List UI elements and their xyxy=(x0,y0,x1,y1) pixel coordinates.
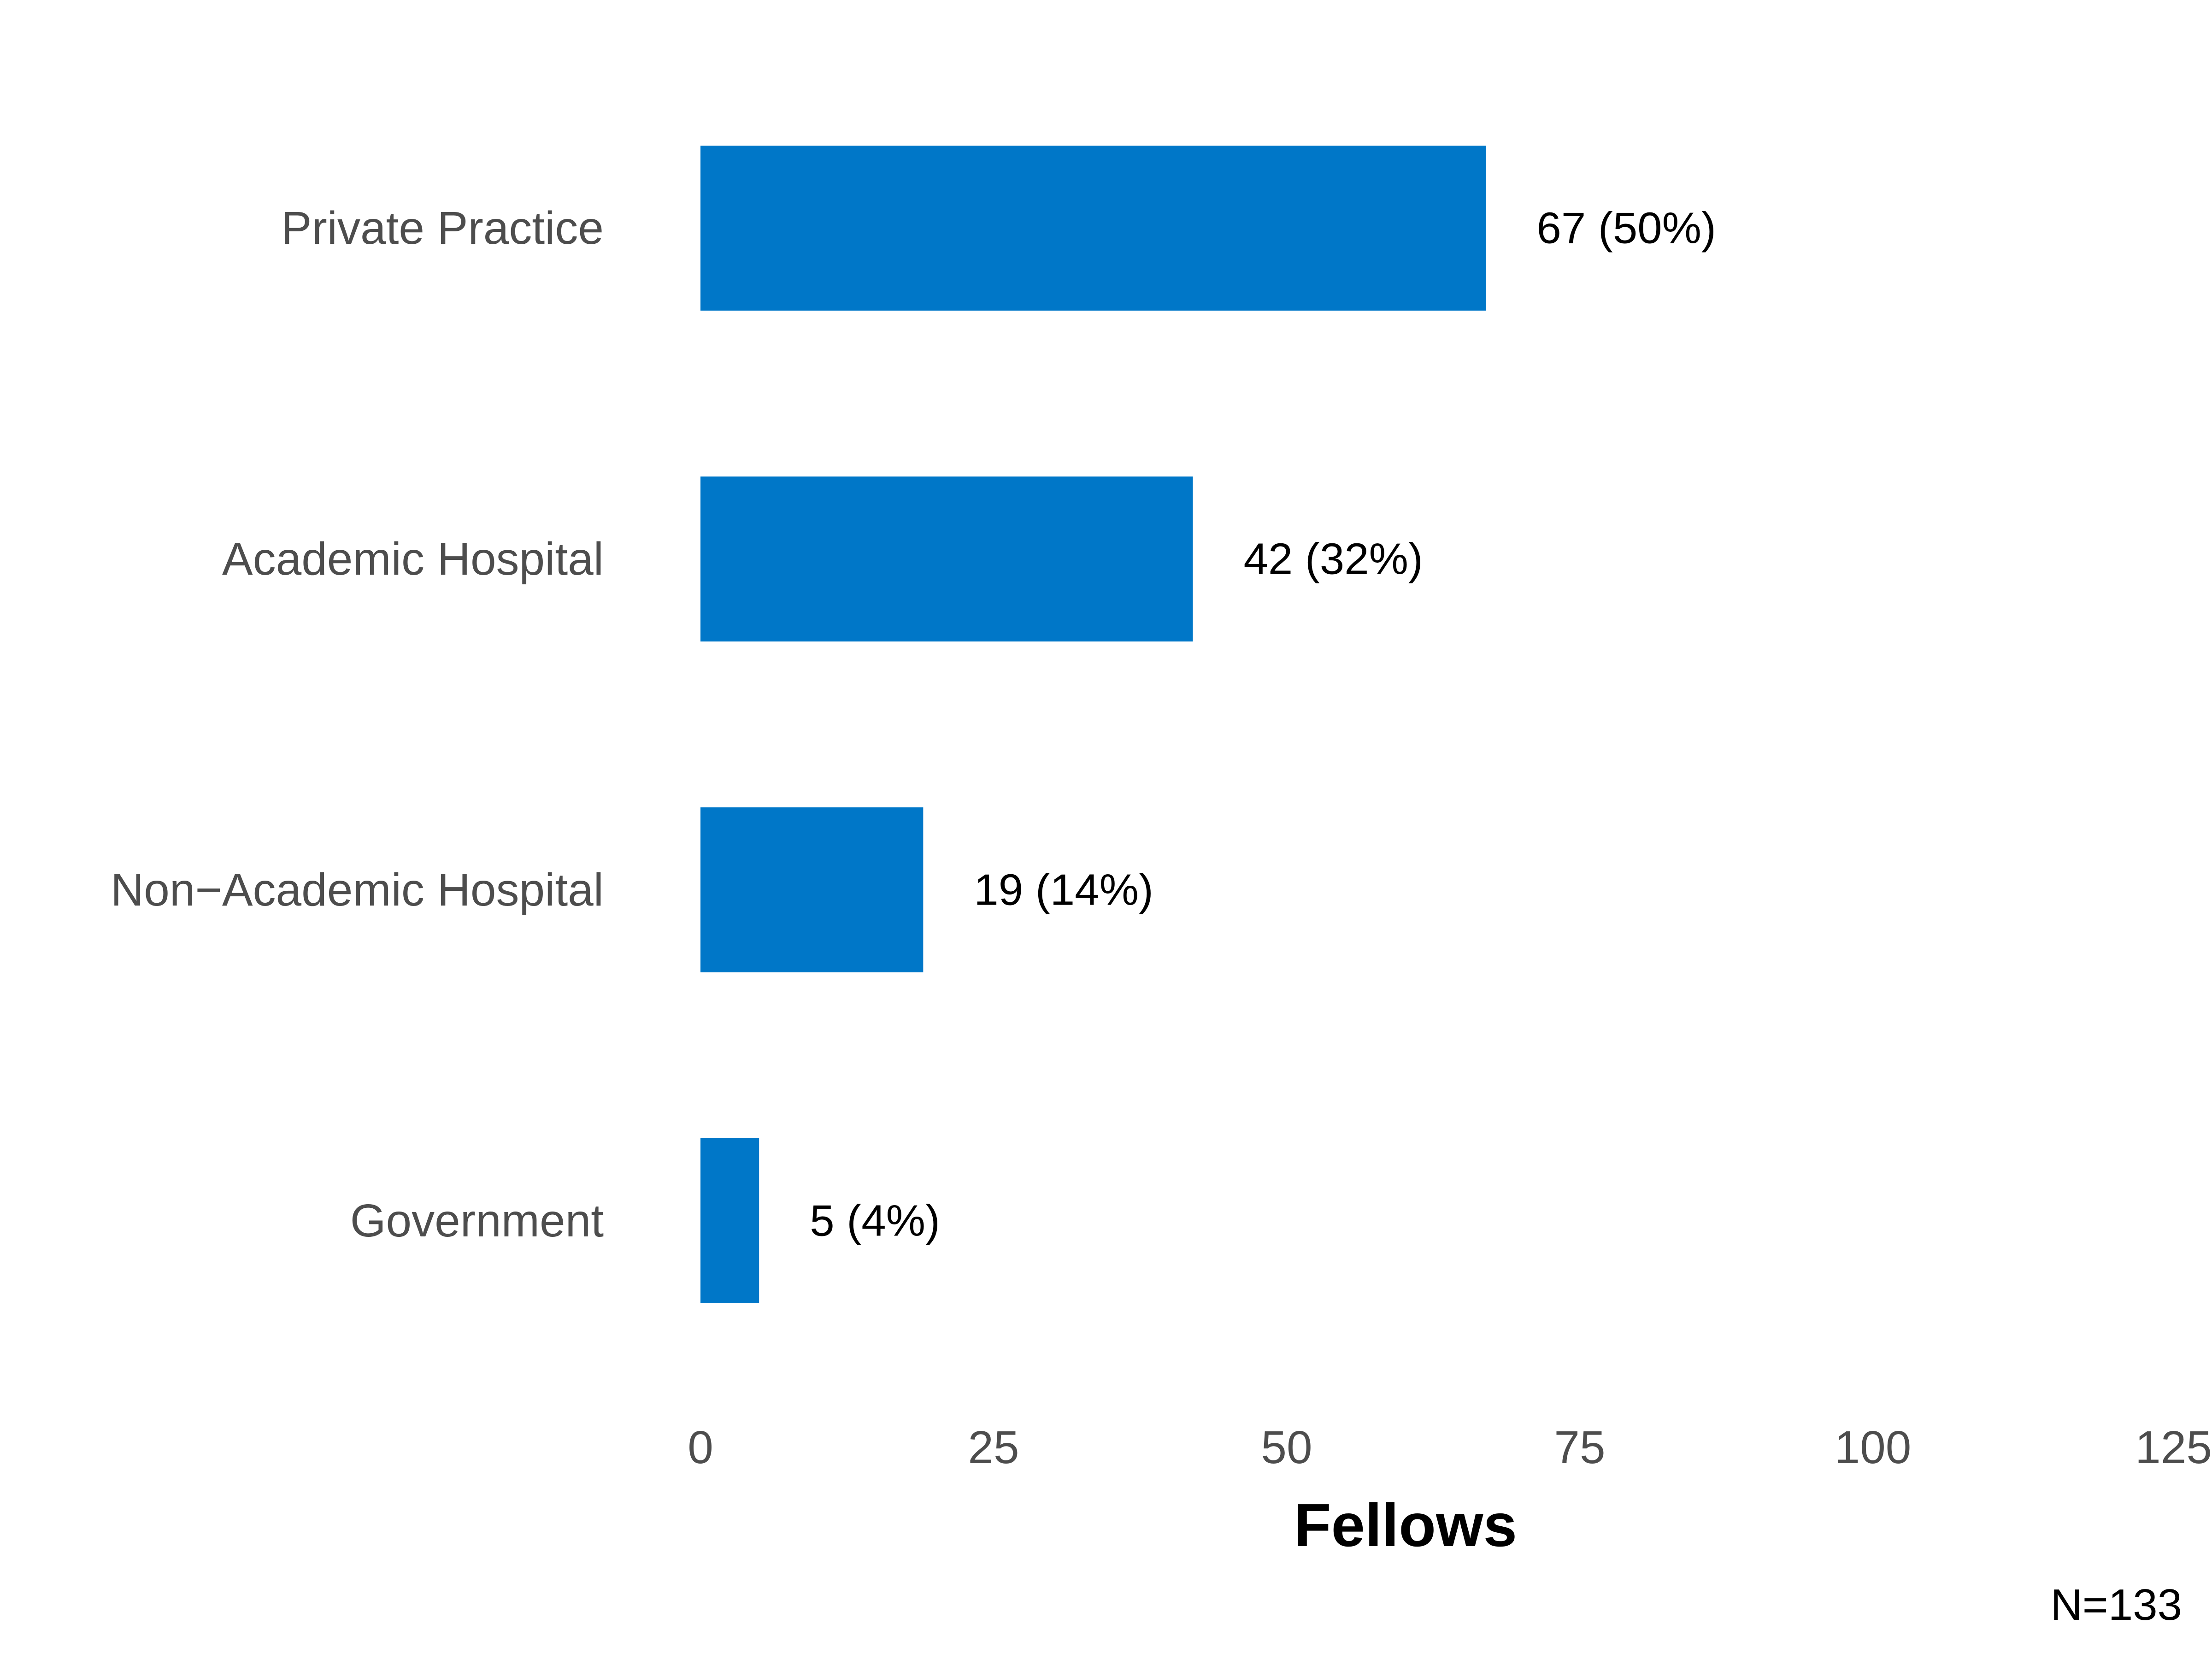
x-tick-label: 75 xyxy=(1554,1422,1605,1473)
x-tick-label: 50 xyxy=(1261,1422,1312,1473)
category-label: Non−Academic Hospital xyxy=(111,864,604,916)
bar xyxy=(700,807,924,972)
x-tick-labels-group: 0 25 50 75 100 125 xyxy=(688,1422,2212,1473)
category-label: Government xyxy=(350,1195,604,1247)
x-tick-label: 100 xyxy=(1835,1422,1912,1473)
x-tick-label: 25 xyxy=(968,1422,1019,1473)
category-label: Private Practice xyxy=(281,202,604,254)
category-labels-group: Private Practice Academic Hospital Non−Aca… xyxy=(111,202,604,1247)
sample-size-note: N=133 xyxy=(2050,1580,2182,1630)
bar xyxy=(700,1138,759,1303)
x-tick-label: 125 xyxy=(2135,1422,2212,1473)
x-axis-title: Fellows xyxy=(1294,1491,1517,1559)
data-labels-group: 67 (50%) 42 (32%) 19 (14%) 5 (4%) xyxy=(810,204,1716,1246)
bar-value-label: 5 (4%) xyxy=(810,1196,940,1246)
bar-value-label: 67 (50%) xyxy=(1536,204,1716,253)
bar-value-label: 19 (14%) xyxy=(974,865,1153,915)
bars-group xyxy=(700,146,1486,1303)
bar-value-label: 42 (32%) xyxy=(1243,535,1423,584)
bar xyxy=(700,146,1486,311)
category-label: Academic Hospital xyxy=(222,533,604,585)
bar xyxy=(700,477,1193,641)
x-tick-label: 0 xyxy=(688,1422,713,1473)
